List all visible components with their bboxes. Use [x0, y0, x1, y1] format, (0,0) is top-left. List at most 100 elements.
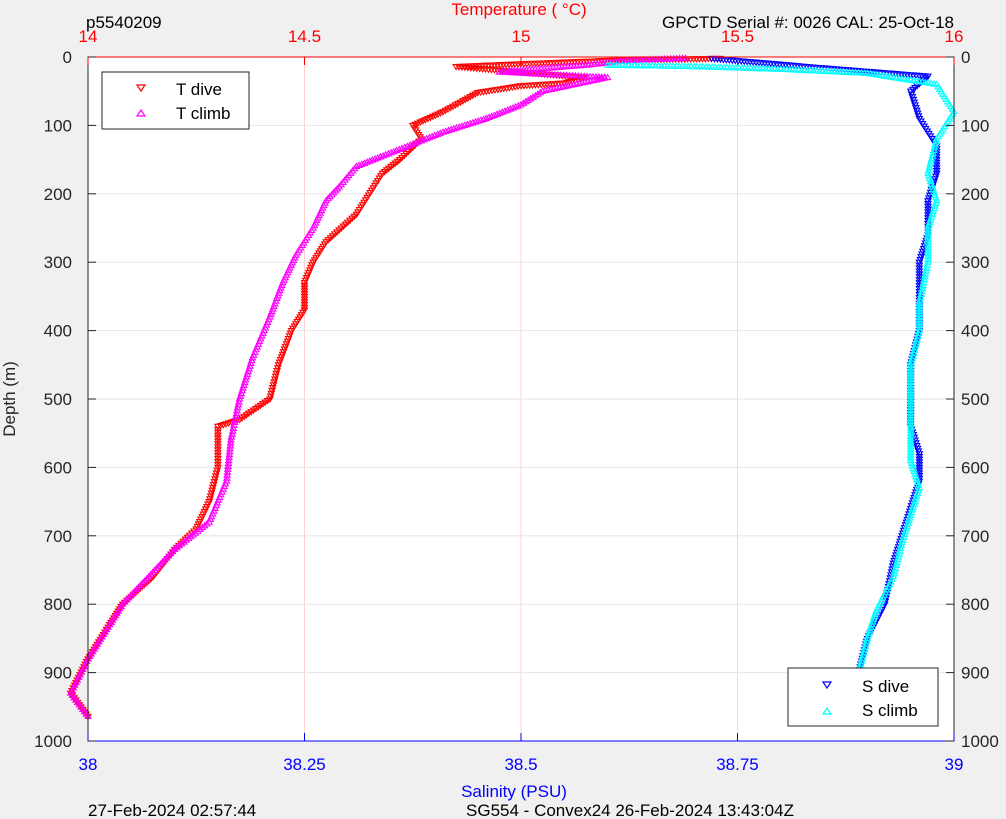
data-point	[256, 402, 265, 410]
salinity-tick-label: 39	[945, 755, 964, 774]
data-point	[224, 456, 233, 464]
dive-id: p5540209	[86, 13, 162, 32]
legend-salinity: S dive S climb	[787, 667, 939, 727]
data-point	[254, 404, 263, 411]
temperature-tick-label: 15.5	[721, 27, 754, 46]
data-point	[393, 158, 402, 166]
data-point	[258, 401, 267, 408]
calibration-info: GPCTD Serial #: 0026 CAL: 25-Oct-18	[662, 13, 954, 32]
data-point	[911, 84, 920, 92]
data-point	[428, 113, 437, 121]
legend-s-dive-marker-icon	[821, 681, 833, 690]
data-point	[226, 441, 235, 449]
data-point	[224, 462, 233, 469]
data-point	[263, 398, 272, 405]
temperature-tick-label: 15	[512, 27, 531, 46]
salinity-tick-label: 38.75	[716, 755, 759, 774]
data-point	[906, 453, 915, 461]
data-point	[416, 119, 425, 127]
salinity-tick-label: 38.5	[504, 755, 537, 774]
depth-tick-label-right: 1000	[961, 732, 999, 751]
footer-mission: SG554 - Convex24 26-Feb-2024 13:43:04Z	[466, 801, 794, 819]
depth-tick-label-left: 500	[44, 390, 72, 409]
data-point	[261, 399, 270, 407]
temperature-tick-label: 14.5	[288, 27, 321, 46]
depth-tick-label-right: 300	[961, 253, 989, 272]
legend-s-climb-marker-icon	[821, 706, 833, 715]
depth-tick-label-right: 600	[961, 458, 989, 477]
data-point	[418, 118, 427, 125]
salinity-tick-label: 38	[79, 755, 98, 774]
data-point	[265, 396, 274, 404]
data-point	[224, 420, 233, 428]
data-point	[387, 163, 396, 171]
legend-t-dive-marker-icon	[135, 84, 147, 93]
data-point	[915, 323, 924, 331]
series-s-climb	[603, 61, 958, 719]
temperature-tick-label: 14	[79, 27, 98, 46]
data-point	[382, 167, 391, 174]
depth-tick-label-right: 100	[961, 116, 989, 135]
data-point	[389, 162, 398, 169]
data-point	[242, 412, 251, 419]
footer-timestamp: 27-Feb-2024 02:57:44	[88, 801, 256, 819]
salinity-tick-label: 38.25	[283, 755, 326, 774]
legend-t-climb-marker-icon	[135, 108, 147, 117]
data-point	[411, 121, 420, 129]
depth-tick-label-left: 800	[44, 595, 72, 614]
data-point	[225, 453, 234, 461]
grid	[88, 57, 954, 741]
data-point	[244, 410, 253, 418]
data-point	[395, 157, 404, 164]
data-point	[426, 114, 435, 122]
data-point	[384, 165, 393, 173]
series-t-climb	[66, 54, 690, 719]
temperature-axis-title: Temperature ( °C)	[451, 0, 586, 19]
data-point	[423, 116, 432, 123]
legend-t-dive-label: T dive	[176, 80, 222, 99]
series-layer	[66, 54, 958, 721]
data-point	[223, 465, 232, 472]
depth-tick-label-left: 600	[44, 458, 72, 477]
depth-tick-label-right: 800	[961, 595, 989, 614]
data-point	[225, 447, 234, 455]
data-point	[224, 459, 233, 467]
data-point	[235, 416, 244, 424]
data-point	[391, 160, 400, 168]
data-point	[924, 255, 932, 262]
depth-tick-label-left: 200	[44, 185, 72, 204]
data-point	[431, 112, 440, 120]
legend-temperature: T dive T climb	[101, 71, 250, 130]
depth-tick-label-right: 0	[961, 48, 970, 67]
legend-s-climb-label: S climb	[862, 701, 918, 720]
data-point	[434, 111, 442, 119]
depth-tick-label-right: 200	[961, 185, 989, 204]
data-point	[436, 110, 445, 117]
depth-tick-label-right: 700	[961, 527, 989, 546]
temperature-tick-label: 16	[945, 27, 964, 46]
data-point	[249, 407, 258, 415]
data-point	[921, 75, 930, 83]
depth-tick-label-right: 500	[961, 390, 989, 409]
data-point	[380, 169, 389, 176]
data-point	[226, 438, 235, 446]
depth-tick-label-left: 900	[44, 664, 72, 683]
legend-s-dive-label: S dive	[862, 677, 909, 696]
depth-tick-label-left: 100	[44, 116, 72, 135]
data-point	[225, 450, 234, 458]
data-point	[226, 435, 235, 443]
depth-tick-label-right: 400	[961, 322, 989, 341]
data-point	[222, 421, 230, 428]
depth-tick-label-right: 900	[961, 664, 989, 683]
data-point	[413, 120, 422, 128]
legend-salinity-box	[787, 667, 939, 727]
depth-tick-label-left: 1000	[34, 732, 72, 751]
depth-tick-label-left: 700	[44, 527, 72, 546]
depth-tick-label-left: 300	[44, 253, 72, 272]
data-point	[251, 405, 260, 413]
data-point	[223, 468, 232, 475]
depth-tick-label-left: 0	[63, 48, 72, 67]
data-point	[240, 413, 249, 421]
data-point	[247, 409, 256, 416]
